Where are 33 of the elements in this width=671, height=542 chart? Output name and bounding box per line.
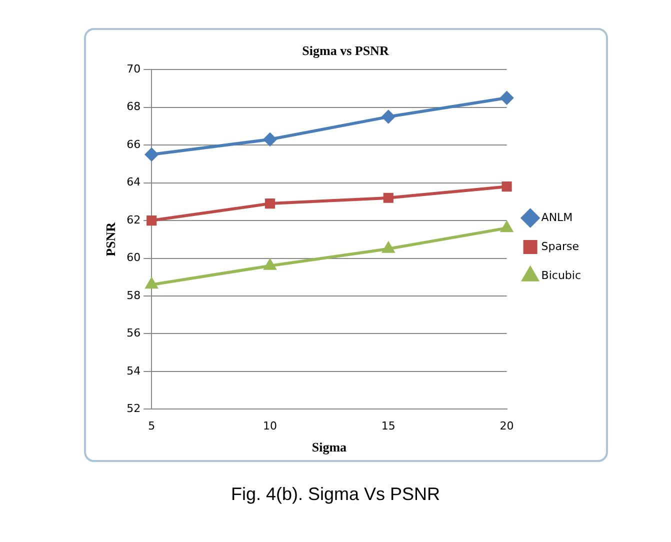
y-tick-label: 68 bbox=[126, 100, 141, 114]
caption: Fig. 4(b). Sigma Vs PSNR bbox=[230, 484, 442, 505]
y-tick-label: 64 bbox=[126, 176, 141, 189]
chart-title: Sigma vs PSNR bbox=[302, 43, 390, 58]
y-tick-label: 54 bbox=[126, 364, 141, 378]
point bbox=[263, 132, 276, 146]
point bbox=[502, 182, 512, 192]
point bbox=[382, 242, 394, 253]
y-tick-label: 66 bbox=[126, 138, 141, 151]
point bbox=[264, 198, 276, 209]
y-tick-label: 52 bbox=[126, 402, 141, 416]
y-tick-label: 58 bbox=[126, 288, 141, 302]
x-tick-label: 20 bbox=[500, 420, 514, 433]
point bbox=[146, 278, 158, 289]
point bbox=[383, 192, 394, 203]
x-tick-label: 5 bbox=[148, 420, 156, 433]
x-tick-label: 10 bbox=[262, 420, 277, 433]
y-tick-label: 62 bbox=[126, 213, 141, 226]
legend-label: ANLM bbox=[541, 210, 573, 224]
y-tick-label: 70 bbox=[126, 62, 141, 76]
legend-label: Bicubic bbox=[541, 268, 582, 282]
point bbox=[500, 91, 514, 104]
legend-label: Sparse bbox=[541, 240, 580, 253]
point bbox=[145, 148, 158, 161]
point bbox=[146, 216, 157, 226]
x-axis-title: Sigma bbox=[312, 440, 348, 455]
y-tick-label: 60 bbox=[126, 251, 141, 264]
y-axis-title: PSNR bbox=[103, 222, 118, 256]
point bbox=[264, 259, 276, 270]
x-tick-label: 15 bbox=[381, 420, 396, 433]
y-tick-label: 56 bbox=[126, 326, 141, 340]
point bbox=[382, 110, 395, 124]
point bbox=[500, 222, 513, 232]
